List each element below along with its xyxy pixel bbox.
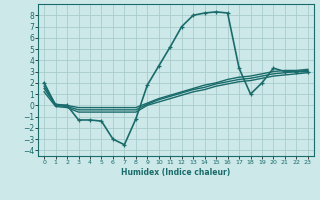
X-axis label: Humidex (Indice chaleur): Humidex (Indice chaleur): [121, 168, 231, 177]
